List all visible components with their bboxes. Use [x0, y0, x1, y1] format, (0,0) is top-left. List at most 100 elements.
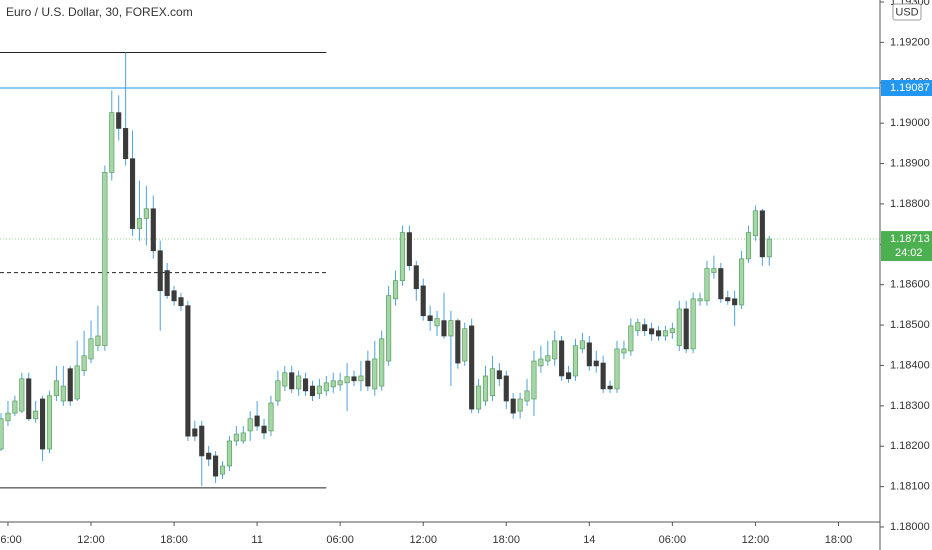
candle-body: [649, 328, 655, 335]
y-tick-label: 1.18200: [890, 440, 930, 452]
candle-body: [635, 322, 641, 332]
candle-body: [192, 428, 198, 437]
candle-body: [95, 335, 101, 347]
candle-body: [510, 398, 516, 414]
candle-body: [199, 425, 205, 457]
candle-body: [739, 258, 745, 306]
candle-body: [586, 342, 592, 367]
candle-body: [316, 385, 322, 395]
candle-body: [711, 268, 717, 273]
candle-body: [392, 280, 399, 300]
candle-body: [745, 232, 752, 260]
x-tick-label: 12:00: [409, 534, 437, 546]
candle-body: [559, 340, 565, 377]
candle-body: [116, 112, 122, 129]
candle-body: [0, 418, 4, 450]
y-tick-label: 1.18400: [890, 359, 930, 371]
x-tick-label: 11: [251, 534, 262, 546]
candle-body: [732, 298, 738, 306]
candle-body: [406, 232, 412, 267]
candle-body: [725, 297, 731, 302]
x-tick-label: 18:00: [493, 534, 521, 546]
chart-title: Euro / U.S. Dollar, 30, FOREX.com: [6, 5, 193, 19]
candle-body: [593, 360, 599, 367]
candle-body: [289, 372, 295, 390]
candle-body: [185, 305, 191, 437]
x-tick-label: 06:00: [326, 534, 354, 546]
candle-body: [441, 320, 447, 337]
candle-body: [545, 355, 551, 362]
candle-body: [503, 375, 509, 402]
x-tick-label: 18:00: [825, 534, 853, 546]
y-tick-label: 1.19000: [890, 117, 930, 129]
last-price-label: 1.18713: [890, 233, 930, 245]
candle-body: [600, 362, 606, 390]
candle-body: [420, 285, 426, 317]
candle-body: [261, 425, 267, 434]
currency-label: USD: [895, 6, 918, 18]
candle-body: [143, 208, 149, 219]
candle-body: [752, 210, 758, 237]
candle-body: [123, 128, 129, 160]
candle-body: [46, 395, 53, 450]
candle-body: [344, 376, 350, 384]
x-tick-label: 12:00: [742, 534, 770, 546]
candle-body: [434, 318, 440, 327]
candle-body: [496, 370, 502, 380]
marker-price-label: 1.19087: [890, 82, 930, 94]
candle-body: [704, 268, 710, 302]
candle-body: [12, 400, 18, 414]
candle-body: [655, 330, 662, 337]
candle-body: [517, 398, 523, 412]
y-tick-label: 1.18600: [890, 279, 930, 291]
candle-body: [386, 295, 392, 362]
candle-body: [330, 380, 336, 388]
candle-body: [365, 360, 371, 387]
candle-body: [572, 345, 579, 377]
candle-body: [282, 372, 288, 387]
candle-body: [337, 380, 343, 386]
y-tick-label: 1.18900: [890, 157, 930, 169]
candle-body: [136, 218, 143, 229]
candle-body: [448, 320, 454, 337]
candle-body: [621, 348, 627, 354]
candle-body: [60, 385, 66, 402]
candle-body: [5, 412, 11, 422]
candle-body: [247, 418, 253, 432]
candle-body: [213, 455, 219, 477]
candle-body: [219, 465, 226, 475]
candle-body: [607, 385, 613, 390]
candle-body: [642, 324, 648, 332]
candle-body: [462, 328, 468, 362]
candle-body: [628, 325, 634, 352]
candle-body: [81, 355, 87, 372]
candle-body: [676, 308, 682, 347]
candle-body: [309, 385, 316, 397]
candle-body: [683, 308, 689, 350]
x-tick-label: 06:00: [659, 534, 687, 546]
candle-body: [129, 158, 136, 229]
candle-body: [565, 372, 572, 380]
x-tick-label: 14: [583, 534, 595, 546]
candle-body: [164, 270, 170, 296]
candle-body: [33, 410, 39, 420]
candle-body: [766, 238, 772, 258]
candle-body: [109, 112, 115, 173]
candle-body: [302, 378, 309, 392]
candle-body: [268, 402, 274, 432]
candle-body: [88, 338, 94, 360]
x-tick-label: 12:00: [77, 534, 105, 546]
candle-body: [67, 368, 73, 402]
marker-price-box: [881, 80, 932, 97]
candle-body: [489, 368, 495, 397]
candle-body: [19, 378, 25, 412]
candle-body: [469, 325, 475, 410]
candle-body: [579, 340, 585, 350]
candle-body: [358, 375, 364, 382]
candle-body: [102, 172, 108, 347]
candle-body: [690, 298, 696, 350]
candle-body: [171, 290, 177, 302]
